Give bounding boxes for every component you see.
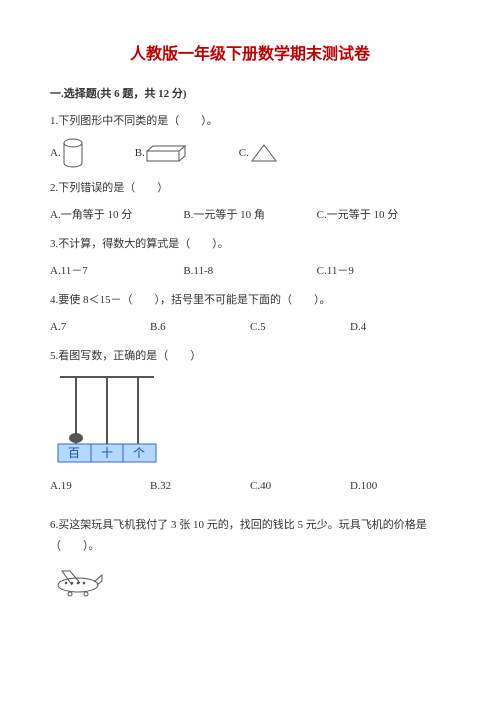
q1-text: 1.下列图形中不同类的是（ ）。 [50,111,450,132]
q3-a: A.11－7 [50,261,183,282]
q2-options: A.一角等于 10 分 B.一元等于 10 角 C.一元等于 10 分 [50,205,450,226]
q5-text: 5.看图写数，正确的是（ ） [50,346,450,367]
svg-text:个: 个 [133,446,145,460]
q3-text: 3.不计算，得数大的算式是（ ）。 [50,234,450,255]
q1-opt-a: A. [50,138,85,168]
q1-b-label: B. [135,143,145,164]
q1-options: A. B. C. [50,138,450,168]
q5-b: B.32 [150,476,250,497]
q3-c: C.11－9 [317,261,450,282]
q3-b: B.11-8 [183,261,316,282]
q5-d: D.100 [350,476,450,497]
q5-a: A.19 [50,476,150,497]
q3-options: A.11－7 B.11-8 C.11－9 [50,261,450,282]
airplane-figure [50,563,450,599]
q4-b: B.6 [150,317,250,338]
q5-c: C.40 [250,476,350,497]
q2-b: B.一元等于 10 角 [183,205,316,226]
q5-options: A.19 B.32 C.40 D.100 [50,476,450,497]
q6-text: 6.买这架玩具飞机我付了 3 张 10 元的，找回的钱比 5 元少。玩具飞机的价… [50,515,450,557]
cylinder-icon [61,138,85,168]
q4-c: C.5 [250,317,350,338]
q1-c-label: C. [239,143,249,164]
q4-options: A.7 B.6 C.5 D.4 [50,317,450,338]
q4-text: 4.要使 8＜15－（ ），括号里不可能是下面的（ ）。 [50,290,450,311]
q4-d: D.4 [350,317,450,338]
triangle-icon [249,142,279,164]
q1-opt-c: C. [239,142,279,164]
svg-text:十: 十 [101,446,113,460]
svg-text:百: 百 [68,446,80,460]
section-header: 一.选择题(共 6 题，共 12 分) [50,84,450,105]
q2-a: A.一角等于 10 分 [50,205,183,226]
q2-c: C.一元等于 10 分 [317,205,450,226]
page-title: 人教版一年级下册数学期末测试卷 [50,40,450,70]
q1-opt-b: B. [135,143,189,164]
abacus-figure: 百 十 个 [54,374,450,466]
q4-a: A.7 [50,317,150,338]
q1-a-label: A. [50,143,61,164]
cuboid-icon [145,143,189,163]
airplane-icon [50,563,106,599]
q2-text: 2.下列错误的是（ ） [50,178,450,199]
abacus-icon: 百 十 个 [54,374,164,466]
